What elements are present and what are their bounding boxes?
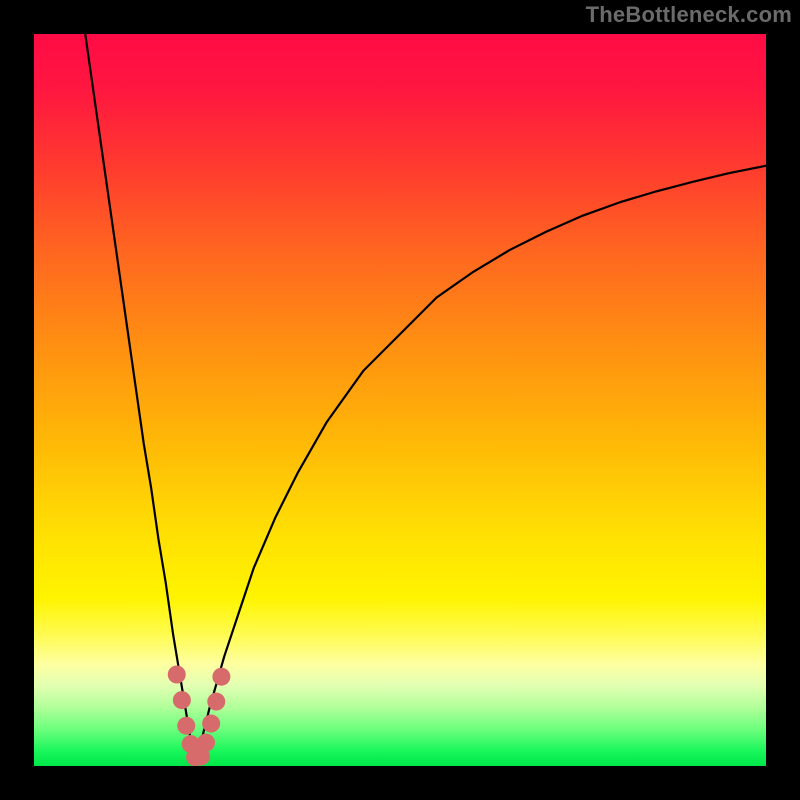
watermark-text: TheBottleneck.com: [586, 2, 792, 28]
cluster-dot: [177, 717, 195, 735]
cluster-dot: [207, 693, 225, 711]
cluster-dot: [173, 691, 191, 709]
cluster-dot: [212, 668, 230, 686]
chart-frame: TheBottleneck.com: [0, 0, 800, 800]
bottleneck-chart: [0, 0, 800, 800]
cluster-dot: [197, 734, 215, 752]
gradient-background: [34, 34, 766, 766]
cluster-dot: [202, 715, 220, 733]
cluster-dot: [168, 666, 186, 684]
